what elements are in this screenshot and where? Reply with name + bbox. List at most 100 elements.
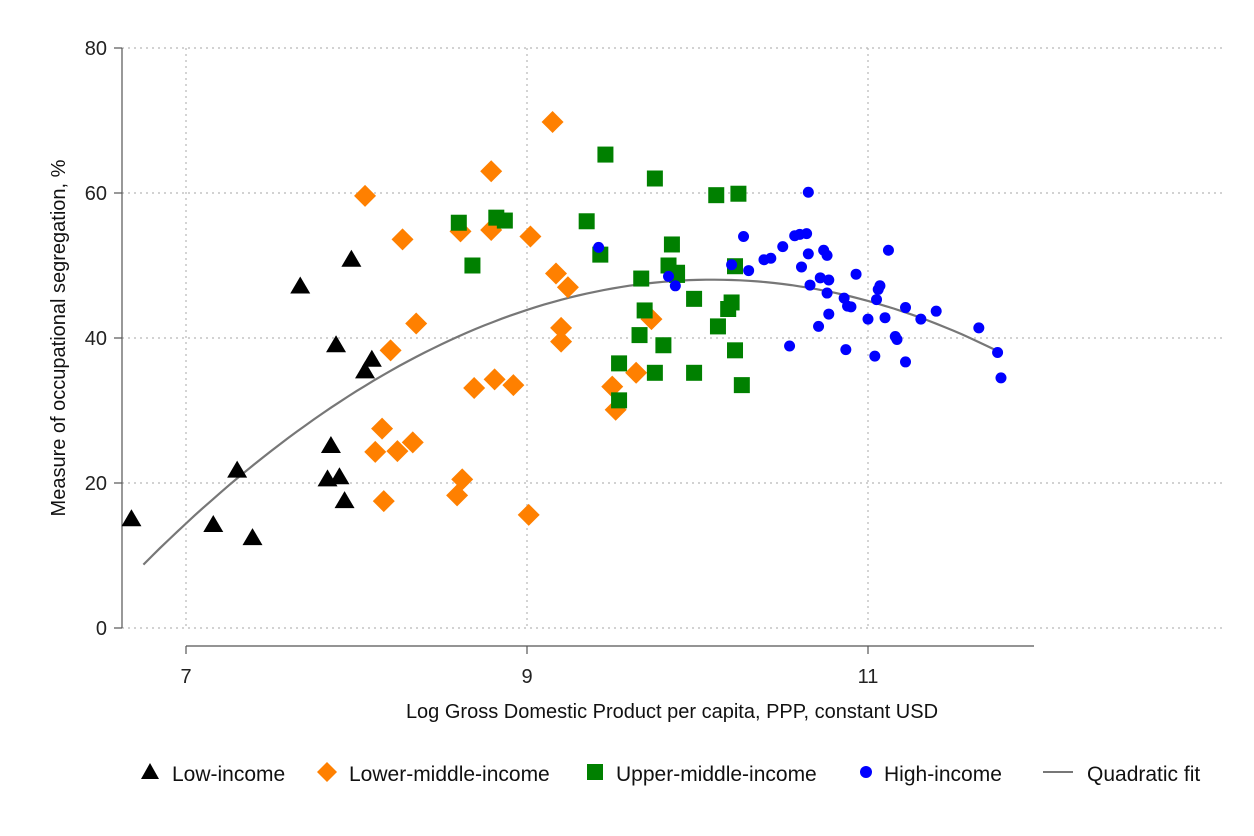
y-tick-label: 0 — [96, 618, 107, 640]
legend-label-low-income: Low-income — [172, 763, 285, 786]
point-low-income — [355, 361, 376, 379]
point-high-income — [869, 350, 881, 362]
point-low-income — [329, 467, 350, 485]
point-lower-middle-income — [391, 228, 414, 251]
point-high-income — [973, 322, 985, 334]
point-high-income — [879, 312, 891, 324]
point-low-income — [227, 460, 248, 478]
point-high-income — [915, 313, 927, 325]
x-tick-label: 9 — [521, 666, 532, 688]
point-high-income — [874, 280, 886, 292]
point-high-income — [796, 261, 808, 273]
point-high-income — [882, 244, 894, 256]
legend-item-quadratic-fit: Quadratic fit — [1043, 763, 1200, 786]
point-high-income — [840, 344, 852, 356]
point-low-income — [326, 335, 347, 353]
point-lower-middle-income — [379, 339, 402, 362]
point-low-income — [361, 349, 382, 367]
point-high-income — [823, 274, 835, 286]
point-upper-middle-income — [496, 212, 513, 229]
legend-circle-icon — [860, 766, 872, 778]
point-upper-middle-income — [597, 146, 614, 163]
point-low-income — [290, 276, 311, 294]
point-lower-middle-income — [519, 225, 542, 248]
point-high-income — [871, 294, 883, 306]
legend: Low-income Lower-middle-income Upper-mid… — [141, 762, 1200, 786]
point-high-income — [663, 270, 675, 282]
point-low-income — [341, 249, 362, 267]
point-lower-middle-income — [371, 417, 394, 440]
point-upper-middle-income — [450, 214, 467, 231]
point-lower-middle-income — [386, 440, 409, 463]
y-axis-title: Measure of occupational segregation, % — [48, 159, 70, 516]
point-lower-middle-income — [372, 490, 395, 513]
y-tick-label: 20 — [85, 473, 107, 495]
point-upper-middle-income — [631, 327, 648, 344]
point-high-income — [802, 186, 814, 198]
point-upper-middle-income — [663, 236, 680, 253]
point-upper-middle-income — [464, 257, 481, 274]
point-lower-middle-income — [480, 160, 503, 183]
legend-square-icon — [587, 764, 603, 780]
point-lower-middle-income — [550, 330, 573, 353]
y-tick-label: 80 — [85, 38, 107, 60]
point-low-income — [320, 436, 341, 454]
point-lower-middle-income — [405, 312, 428, 335]
point-high-income — [845, 301, 857, 313]
point-upper-middle-income — [727, 342, 744, 359]
point-low-income — [203, 515, 224, 533]
legend-diamond-icon — [317, 762, 337, 782]
y-ticks: 0 20 40 60 80 — [85, 38, 122, 640]
point-lower-middle-income — [517, 503, 540, 526]
point-upper-middle-income — [709, 318, 726, 335]
point-low-income — [334, 491, 355, 509]
legend-item-upper-middle-income: Upper-middle-income — [587, 763, 817, 786]
point-lower-middle-income — [354, 184, 377, 207]
point-high-income — [862, 313, 874, 325]
x-tick-label: 11 — [858, 666, 879, 688]
legend-item-low-income: Low-income — [141, 763, 285, 786]
point-lower-middle-income — [625, 361, 648, 384]
legend-label-upper-middle-income: Upper-middle-income — [616, 763, 817, 786]
point-upper-middle-income — [686, 290, 703, 307]
grid-lines — [122, 47, 1222, 629]
legend-label-quadratic-fit: Quadratic fit — [1087, 763, 1200, 786]
point-upper-middle-income — [611, 392, 628, 409]
point-high-income — [777, 241, 789, 253]
point-lower-middle-income — [451, 468, 474, 491]
point-high-income — [930, 305, 942, 317]
point-lower-middle-income — [483, 368, 506, 391]
point-high-income — [992, 347, 1004, 358]
point-high-income — [765, 252, 777, 264]
x-tick-label: 7 — [180, 666, 191, 688]
point-high-income — [784, 340, 796, 352]
point-high-income — [593, 241, 605, 253]
point-upper-middle-income — [723, 294, 740, 311]
point-lower-middle-income — [541, 110, 564, 133]
point-high-income — [995, 372, 1007, 384]
fit-line-layer — [142, 278, 997, 566]
axes — [121, 48, 1034, 647]
point-lower-middle-income — [544, 262, 567, 285]
point-upper-middle-income — [655, 337, 672, 354]
points-layer — [121, 110, 1007, 546]
point-lower-middle-income — [502, 374, 525, 397]
point-high-income — [669, 280, 681, 292]
point-low-income — [242, 528, 263, 546]
point-lower-middle-income — [550, 316, 573, 339]
point-lower-middle-income — [463, 377, 486, 400]
point-high-income — [813, 320, 825, 332]
x-ticks: 7 9 11 — [180, 646, 878, 688]
legend-item-lower-middle-income: Lower-middle-income — [317, 762, 550, 786]
point-high-income — [821, 287, 833, 299]
point-low-income — [121, 509, 142, 527]
point-upper-middle-income — [730, 185, 747, 202]
point-lower-middle-income — [556, 276, 579, 299]
point-high-income — [726, 259, 738, 271]
legend-item-high-income: High-income — [860, 763, 1002, 786]
legend-label-lower-middle-income: Lower-middle-income — [349, 763, 550, 786]
point-upper-middle-income — [611, 355, 628, 372]
point-upper-middle-income — [636, 302, 653, 319]
legend-label-high-income: High-income — [884, 763, 1002, 786]
